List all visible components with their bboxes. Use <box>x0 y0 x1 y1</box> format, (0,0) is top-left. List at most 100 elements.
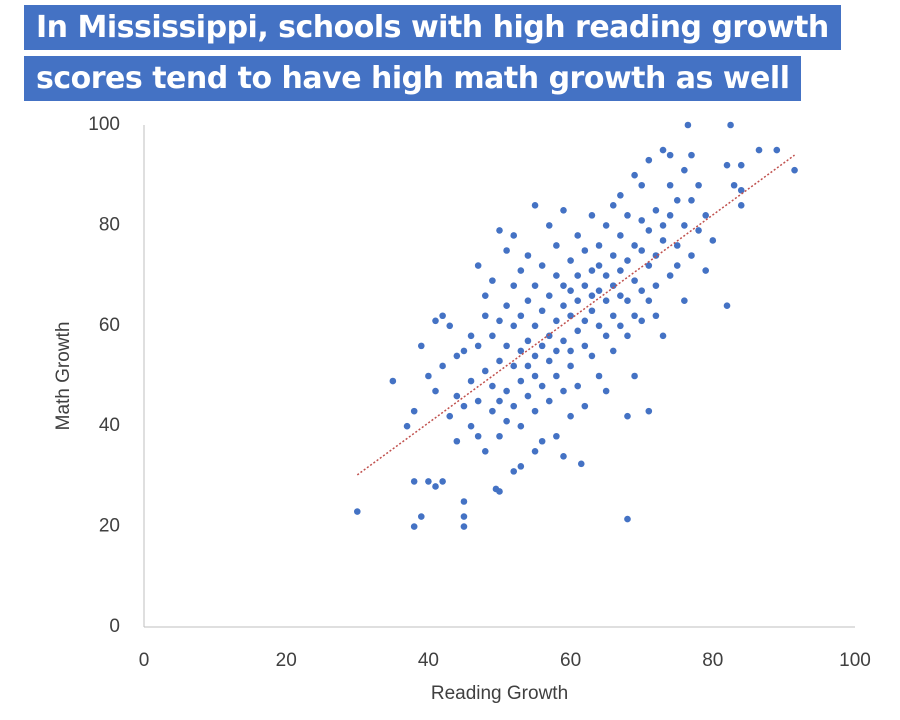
point <box>602 297 610 305</box>
point <box>453 352 461 360</box>
point <box>659 222 667 229</box>
x-tick-label: 80 <box>702 650 723 671</box>
point <box>489 382 496 390</box>
point <box>609 282 617 289</box>
x-tick-label: 0 <box>139 650 150 671</box>
y-axis-title: Math Growth <box>53 322 74 431</box>
point <box>403 422 411 430</box>
chart-title: In Mississippi, schools with high readin… <box>24 5 841 50</box>
point <box>489 332 496 340</box>
point <box>531 352 539 360</box>
point <box>474 397 482 405</box>
point <box>652 207 660 214</box>
point <box>755 146 763 154</box>
point <box>510 362 518 370</box>
point <box>538 342 546 350</box>
point <box>688 252 695 259</box>
point <box>666 212 674 219</box>
point <box>581 402 589 410</box>
point <box>588 352 596 360</box>
x-tick-label: 100 <box>839 650 871 671</box>
point <box>631 277 638 284</box>
point <box>666 151 674 159</box>
point <box>681 222 688 229</box>
point <box>560 453 567 460</box>
y-tick-label: 20 <box>99 516 120 537</box>
point <box>553 272 560 279</box>
point <box>567 347 574 355</box>
point <box>560 282 567 289</box>
point <box>510 322 518 330</box>
point <box>560 207 567 214</box>
point <box>581 342 589 350</box>
point <box>617 232 624 239</box>
x-tick-label: 40 <box>418 650 439 671</box>
point <box>588 307 596 315</box>
point <box>574 272 582 279</box>
point <box>545 222 553 229</box>
point <box>545 397 553 405</box>
point <box>595 322 603 330</box>
point <box>652 312 660 320</box>
point <box>467 422 475 430</box>
point <box>510 402 518 410</box>
point <box>517 377 525 385</box>
point <box>531 282 539 289</box>
point <box>567 362 574 370</box>
point <box>354 508 361 515</box>
point <box>439 478 446 485</box>
point <box>410 478 418 485</box>
point <box>496 317 503 325</box>
point <box>410 407 418 415</box>
point <box>531 202 539 209</box>
point <box>631 312 638 320</box>
point <box>709 237 717 244</box>
point <box>503 302 510 310</box>
point <box>574 382 582 390</box>
point <box>645 407 653 415</box>
point <box>574 297 582 305</box>
point <box>624 332 631 340</box>
point <box>467 332 475 340</box>
point <box>581 247 589 254</box>
y-tick-label: 60 <box>99 315 120 336</box>
point <box>524 297 532 305</box>
point <box>638 247 645 254</box>
point <box>673 262 681 269</box>
point <box>517 463 525 470</box>
point <box>425 478 432 485</box>
point <box>595 372 603 380</box>
point <box>453 437 461 445</box>
point <box>531 372 539 380</box>
point <box>446 322 454 330</box>
y-tick-label: 40 <box>99 415 120 436</box>
point <box>666 272 674 279</box>
point <box>730 181 738 189</box>
point <box>688 197 695 204</box>
point <box>581 282 589 289</box>
point <box>503 247 510 254</box>
point <box>531 407 539 415</box>
point <box>773 146 781 154</box>
point <box>553 372 560 380</box>
point <box>417 342 425 350</box>
point <box>553 347 560 355</box>
point <box>503 387 510 395</box>
point <box>496 432 503 440</box>
point <box>574 327 582 335</box>
point <box>588 212 596 219</box>
point <box>567 312 574 320</box>
point <box>574 232 582 239</box>
point <box>581 317 589 325</box>
point <box>446 412 454 420</box>
point <box>617 322 624 330</box>
point <box>602 222 610 229</box>
point <box>460 513 468 520</box>
point <box>560 302 567 310</box>
point <box>624 212 631 219</box>
point <box>702 212 709 219</box>
point <box>474 432 482 440</box>
point <box>538 307 546 315</box>
point <box>545 332 553 340</box>
